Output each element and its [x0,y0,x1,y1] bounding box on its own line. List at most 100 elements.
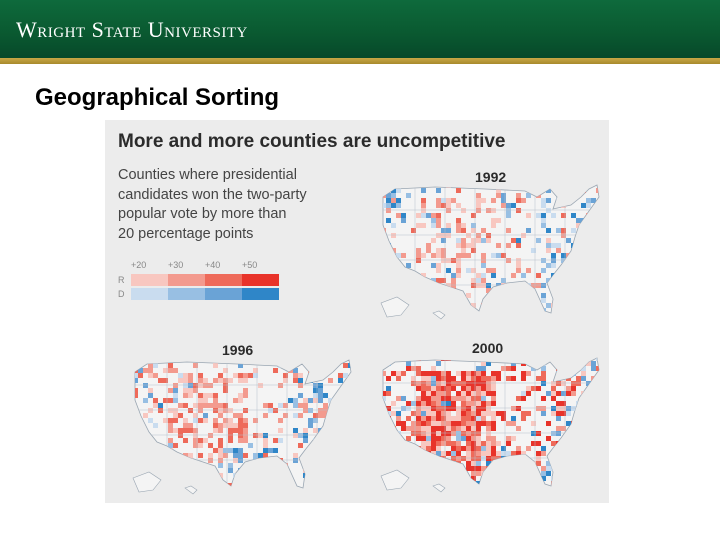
county-cell [178,378,183,383]
county-cell [476,441,481,446]
county-cell [586,381,591,386]
county-cell [526,461,531,466]
county-cell [491,421,496,426]
county-cell [213,408,218,413]
county-cell [153,363,158,368]
county-cell [323,468,328,473]
county-cell [396,396,401,401]
county-cell [471,243,476,248]
county-cell [386,208,391,213]
county-cell [416,298,421,303]
county-cell [168,368,173,373]
county-cell [213,393,218,398]
county-cell [531,481,536,486]
county-cell [168,398,173,403]
county-cell [541,223,546,228]
county-cell [561,366,566,371]
hawaii-shape [184,485,198,495]
county-cell [471,471,476,476]
county-cell [476,401,481,406]
county-cell [348,458,351,463]
county-cell [223,448,228,453]
county-cell [591,361,596,366]
county-cell [313,393,318,398]
county-cell [541,466,546,471]
county-cell [446,391,451,396]
county-cell [441,411,446,416]
county-cell [476,366,481,371]
county-cell [436,436,441,441]
county-cell [148,393,153,398]
county-cell [168,423,173,428]
county-cell [516,283,521,288]
county-cell [183,423,188,428]
county-cell [546,208,551,213]
county-cell [263,438,268,443]
county-cell [406,471,411,476]
county-cell [446,426,451,431]
county-cell [258,458,263,463]
county-cell [278,383,283,388]
county-cell [571,466,576,471]
county-cell [481,238,486,243]
county-cell [471,278,476,283]
county-cell [561,213,566,218]
county-cell [531,361,536,366]
county-cell [446,283,451,288]
county-cell [168,388,173,393]
county-cell [188,383,193,388]
county-cell [436,278,441,283]
county-cell [421,381,426,386]
county-cell [431,391,436,396]
county-cell [426,401,431,406]
county-cell [333,360,338,363]
county-cell [173,453,178,458]
county-cell [188,428,193,433]
county-cell [243,393,248,398]
county-cell [571,358,576,361]
county-cell [566,238,571,243]
county-cell [426,481,431,486]
county-cell [461,308,466,313]
alaska-shape [380,469,410,491]
county-cell [278,478,283,483]
county-cell [218,438,223,443]
county-cell [571,446,576,451]
county-cell [188,393,193,398]
county-cell [571,461,576,466]
county-cell [143,360,148,363]
county-cell [546,263,551,268]
county-cell [541,283,546,288]
county-cell [273,448,278,453]
county-cell [491,456,496,461]
county-cell [298,383,303,388]
county-cell [208,453,213,458]
county-cell [561,268,566,273]
county-cell [421,208,426,213]
county-cell [233,398,238,403]
county-cell [511,416,516,421]
county-cell [586,218,591,223]
county-cell [556,366,561,371]
county-cell [446,223,451,228]
county-cell [386,391,391,396]
county-cell [551,253,556,258]
county-cell [323,403,328,408]
county-cell [426,421,431,426]
county-cell [436,361,441,366]
county-cell [486,481,491,486]
county-cell [263,458,268,463]
legend-swatch [168,288,205,300]
county-cell [481,421,486,426]
county-cell [511,366,516,371]
county-cell [526,193,531,198]
county-cell [283,473,288,478]
county-cell [293,398,298,403]
county-cell [466,456,471,461]
county-cell [153,453,158,458]
county-cell [501,366,506,371]
county-cell [401,456,406,461]
county-cell [451,376,456,381]
county-cell [451,441,456,446]
county-cell [426,411,431,416]
